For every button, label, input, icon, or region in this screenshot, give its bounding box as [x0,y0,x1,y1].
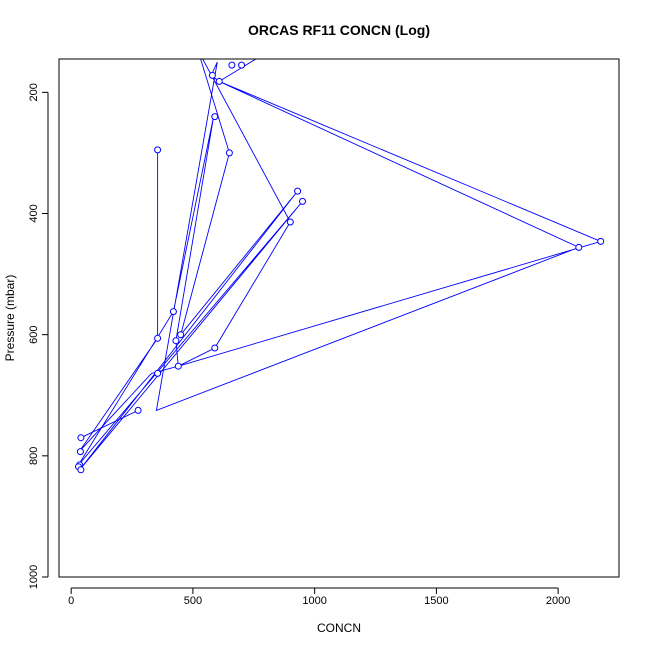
data-point-11 [575,243,583,251]
x-tick-label-4: 2000 [546,595,570,607]
data-point-3 [215,77,223,85]
data-point-5 [225,149,233,157]
x-tick-label-1: 500 [184,595,202,607]
x-tick-label-3: 1500 [424,595,448,607]
data-point-9 [286,218,294,226]
data-point-12 [169,308,177,316]
data-point-8 [299,197,306,205]
data-point-2 [208,71,216,79]
data-point-1 [238,61,246,69]
data-point-13 [177,331,185,339]
y-tick-label-3: 800 [28,447,40,465]
data-point-15 [172,337,180,345]
data-point-4 [211,113,219,121]
y-tick-label-1: 400 [28,204,40,222]
data-point-18 [154,369,162,377]
data-point-24 [77,466,85,474]
y-axis-label: Pressure (mbar) [3,275,17,362]
y-axis: 200 400 600 800 1000 [28,83,49,589]
data-point-16 [211,344,219,352]
x-axis-label: CONCN [317,621,361,635]
series-line-1 [80,409,139,439]
data-point-0 [228,61,236,69]
x-tick-label-0: 0 [68,595,74,607]
data-point-6 [154,146,162,154]
data-point-19 [134,406,142,414]
y-tick-label-2: 600 [28,326,40,344]
x-axis: 0 500 1000 1500 2000 [68,587,570,607]
series-markers [75,61,605,474]
series-lines [78,59,603,471]
y-tick-label-0: 200 [28,83,40,101]
y-tick-label-4: 1000 [28,565,40,589]
plot-frame [58,58,620,578]
data-point-20 [77,434,85,442]
data-point-10 [597,237,605,245]
data-point-17 [174,362,182,370]
series-line-0 [78,59,603,471]
data-point-21 [76,448,84,456]
data-point-7 [294,187,302,195]
data-point-14 [154,334,162,342]
x-tick-label-2: 1000 [302,595,326,607]
chart-title: ORCAS RF11 CONCN (Log) [248,22,430,38]
